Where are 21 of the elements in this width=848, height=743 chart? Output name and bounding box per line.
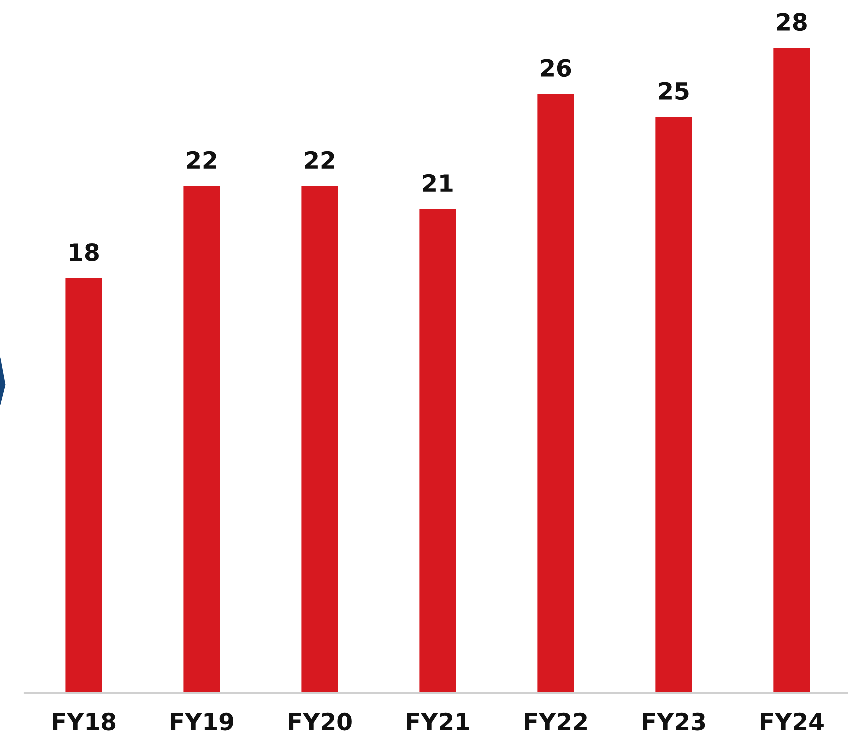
- x-tick-label: FY24: [761, 712, 824, 730]
- data-label: 22: [187, 151, 216, 169]
- data-label: 22: [305, 151, 334, 169]
- x-tick-label: FY19: [171, 712, 234, 731]
- bar: [184, 186, 220, 693]
- data-label: 18: [70, 243, 99, 262]
- x-tick-label: FY22: [525, 712, 587, 730]
- bar: [538, 94, 574, 693]
- data-label: 21: [423, 174, 453, 192]
- x-tick-label: FY21: [407, 712, 470, 730]
- bar: [420, 209, 456, 693]
- x-tick-label: FY20: [289, 712, 352, 731]
- x-tick-label: FY23: [643, 712, 706, 731]
- data-label: 26: [541, 59, 572, 78]
- bar: [656, 117, 692, 693]
- bar: [302, 186, 338, 693]
- data-label: 25: [659, 82, 689, 100]
- bar: [774, 48, 810, 693]
- bar: [66, 278, 102, 693]
- x-tick-label: FY18: [53, 712, 116, 731]
- data-label: 28: [777, 13, 807, 32]
